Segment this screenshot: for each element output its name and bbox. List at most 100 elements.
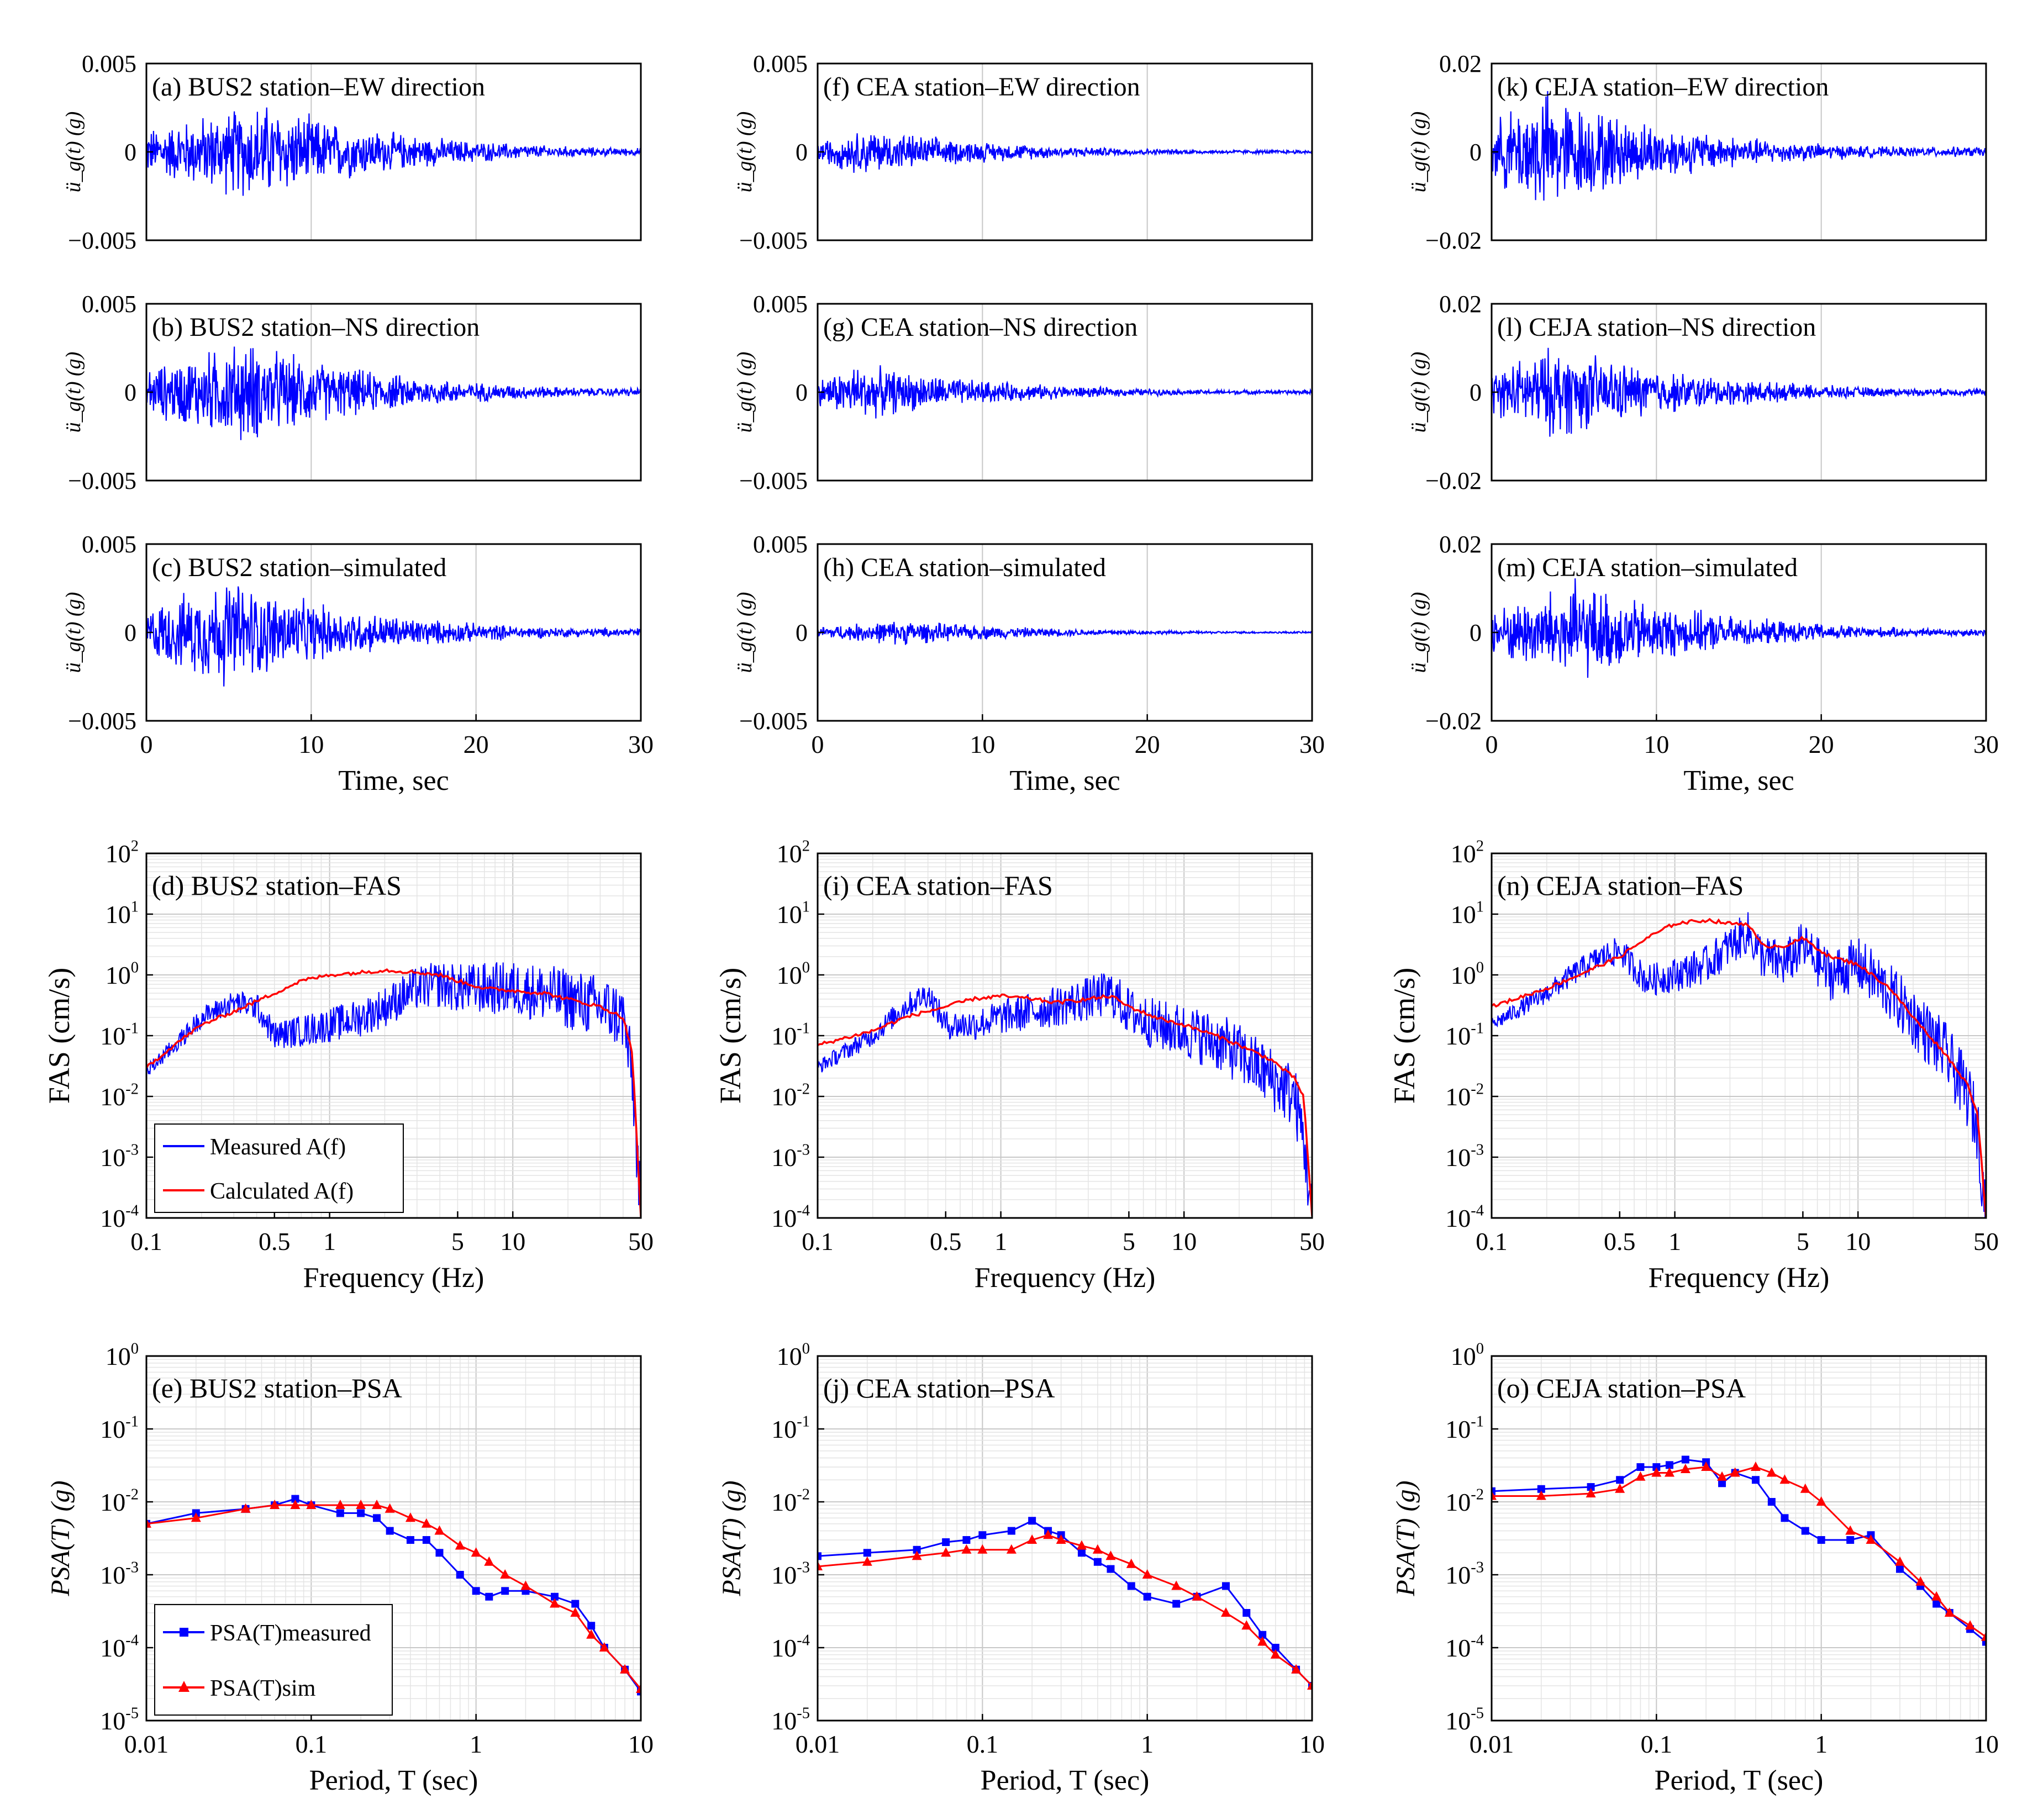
plot-area-f (818, 133, 1312, 173)
y-tick-label: 10-2 (771, 1080, 810, 1111)
marker-square (1258, 1631, 1267, 1639)
x-axis-label-c: Time, sec (338, 765, 449, 796)
y-tick-label: 0 (796, 619, 808, 646)
y-axis-label-g: ü_g(t) (g) (733, 352, 756, 433)
marker-square (1007, 1527, 1015, 1535)
marker-triangle (1076, 1540, 1087, 1550)
y-tick-label: 10-1 (100, 1413, 139, 1443)
y-tick-label: 10-3 (1445, 1559, 1484, 1589)
marker-square (1681, 1455, 1689, 1464)
x-tick-label: 0.1 (1476, 1227, 1508, 1255)
marker-square (422, 1536, 430, 1544)
marker-triangle (620, 1664, 630, 1674)
marker-square (1537, 1485, 1545, 1493)
y-tick-label: 102 (1451, 837, 1484, 868)
y-tick-label: 102 (777, 837, 810, 868)
chart-panel-d: 10-4 10-3 10-2 10-1 100 101 102 0.1 0.5 1 5 10 50 (d)… (43, 837, 654, 1294)
marker-triangle (570, 1607, 581, 1617)
x-axis-label-h: Time, sec (1009, 765, 1120, 796)
y-axis-label-m: ü_g(t) (g) (1407, 592, 1430, 673)
plot-area-k (1492, 91, 1986, 201)
marker-square (1932, 1600, 1941, 1608)
plot-area-o (1492, 1455, 1986, 1646)
marker-triangle (1142, 1569, 1152, 1579)
series-l-measured (1492, 347, 1986, 437)
marker-square (1616, 1476, 1624, 1484)
y-tick-label: −0.005 (739, 467, 808, 494)
chart-panel-n: 10-4 10-3 10-2 10-1 100 101 102 0.1 0.5 1 5 10 50 (n)… (1388, 837, 1999, 1294)
x-axis-label-n: Frequency (Hz) (1649, 1262, 1830, 1294)
marker-triangle (1779, 1474, 1790, 1484)
marker-triangle (500, 1569, 510, 1579)
marker-triangle (1615, 1483, 1625, 1493)
marker-square (1751, 1476, 1760, 1484)
x-tick-label: 0.01 (124, 1730, 169, 1758)
plot-area-a (146, 107, 641, 196)
y-tick-label: 0 (124, 619, 136, 646)
y-tick-label: 0.005 (753, 531, 808, 558)
y-axis-label-j: PSA(T) (g) (717, 1480, 746, 1596)
marker-square (336, 1509, 344, 1517)
x-tick-label: 10 (1845, 1227, 1871, 1255)
x-tick-label: 10 (1644, 730, 1669, 758)
panel-title-n: (n) CEJA station–FAS (1497, 870, 1744, 901)
marker-triangle (1056, 1534, 1066, 1544)
y-axis-label-b: ü_g(t) (g) (62, 352, 85, 433)
x-tick-label: 1 (323, 1227, 336, 1255)
marker-triangle (1307, 1680, 1312, 1690)
marker-triangle (1192, 1591, 1202, 1601)
marker-triangle (1915, 1576, 1926, 1586)
grid-n (1491, 853, 1987, 1218)
y-axis-label-h: ü_g(t) (g) (733, 592, 756, 673)
marker-triangle (977, 1544, 988, 1554)
series-j-measured (818, 1520, 1312, 1687)
y-tick-label: 0.02 (1439, 291, 1482, 318)
marker-triangle (1816, 1496, 1826, 1506)
marker-triangle (586, 1629, 597, 1639)
legend-box (154, 1604, 393, 1716)
y-tick-label: 10-1 (771, 1020, 810, 1050)
marker-triangle (1043, 1529, 1054, 1539)
legend-marker-square (180, 1628, 188, 1637)
x-axis-label-o: Period, T (sec) (1655, 1765, 1824, 1796)
marker-triangle (1291, 1664, 1302, 1674)
y-tick-label: 10-5 (100, 1705, 139, 1735)
y-axis-label-d: FAS (cm/s) (43, 968, 76, 1104)
series-j-sim (818, 1534, 1312, 1687)
marker-square (818, 1552, 821, 1560)
marker-square (1093, 1558, 1102, 1566)
series-h-measured (818, 621, 1312, 645)
marker-triangle (1171, 1580, 1182, 1590)
y-axis-label-l: ü_g(t) (g) (1407, 352, 1430, 433)
x-tick-label: 0 (1486, 730, 1498, 758)
x-tick-label: 20 (464, 730, 489, 758)
plot-area-h (818, 621, 1312, 645)
x-tick-label: 0 (812, 730, 824, 758)
marker-triangle (1221, 1607, 1231, 1617)
marker-triangle (1270, 1649, 1281, 1659)
plot-area-c (146, 586, 641, 687)
y-tick-label: 101 (1451, 898, 1484, 929)
plot-area-b (146, 346, 641, 440)
y-tick-label: 10-4 (771, 1632, 810, 1662)
legend-entry: PSA(T)measured (210, 1621, 371, 1646)
series-m-measured (1492, 578, 1986, 678)
marker-triangle (1680, 1463, 1691, 1473)
marker-triangle (335, 1500, 345, 1510)
marker-triangle (1257, 1636, 1268, 1646)
x-tick-label: 10 (628, 1730, 654, 1758)
panel-title-e: (e) BUS2 station–PSA (152, 1373, 402, 1404)
marker-square (435, 1549, 444, 1557)
legend-entry: Measured A(f) (210, 1135, 346, 1160)
marker-triangle (1027, 1534, 1038, 1544)
series-g-measured (818, 365, 1312, 419)
y-tick-label: 0 (796, 379, 808, 406)
x-tick-label: 30 (628, 730, 654, 758)
chart-panel-k: −0.02 0 0.02 (k) CEJA station–EW direction ü… (1407, 50, 1987, 254)
marker-triangle (471, 1547, 481, 1557)
y-tick-label: 100 (106, 1340, 139, 1370)
x-tick-label: 0.01 (1470, 1730, 1514, 1758)
y-tick-label: 0.005 (82, 291, 136, 318)
